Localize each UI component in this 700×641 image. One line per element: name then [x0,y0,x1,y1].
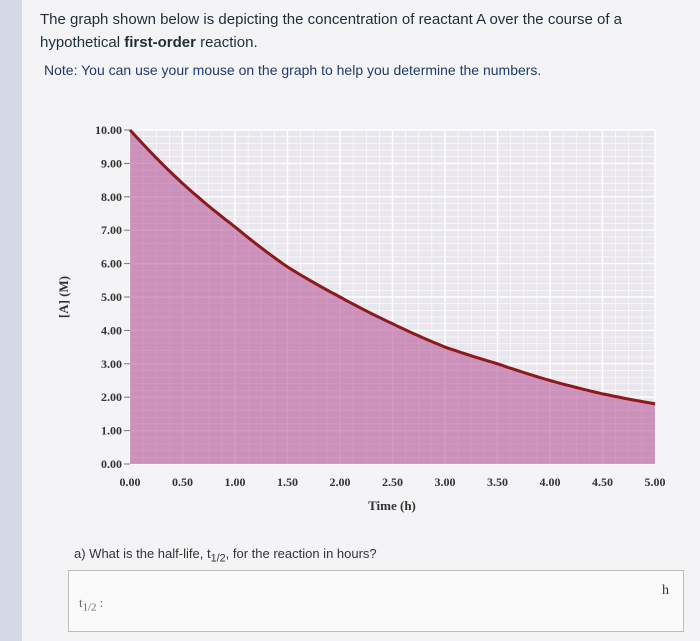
y-tick-label: 8.00 [101,190,122,204]
y-tick-label: 0.00 [101,457,122,471]
part-a-prefix: a) What is the half-life, t [74,546,211,561]
answer-label-t: t [79,595,83,610]
x-tick-label: 1.00 [225,475,246,489]
y-tick-label: 1.00 [101,424,122,438]
concentration-curve[interactable] [128,128,656,406]
y-tick-label: 9.00 [101,156,122,170]
x-tick-label: 2.50 [382,475,403,489]
x-axis-title: Time (h) [368,498,416,513]
y-axis-title: [A] (M) [56,276,71,318]
x-tick-label: 4.50 [592,475,613,489]
x-tick-label: 3.50 [487,475,508,489]
question-bold: first-order [124,34,196,51]
y-tick-label: 4.00 [101,323,122,337]
part-a-question: a) What is the half-life, t1/2, for the … [74,546,377,565]
question-note: Note: You can use your mouse on the grap… [44,62,542,78]
answer-box: t1/2 : h [68,570,684,632]
concentration-chart[interactable]: 0.00 1.00 2.00 3.00 4.00 5.00 6.00 7.00 8.00 9.00… [40,110,700,530]
x-tick-label: 4.00 [540,475,561,489]
y-tick-label: 5.00 [101,290,122,304]
part-a-sub: 1/2 [210,552,226,565]
answer-label-sub: 1/2 [82,601,97,614]
y-tick-label: 3.00 [101,357,122,371]
question-text: The graph shown below is depicting the c… [40,8,680,54]
answer-label: t1/2 : [79,595,103,614]
y-tick-label: 2.00 [101,390,122,404]
x-tick-label: 2.00 [330,475,351,489]
x-tick-label: 5.00 [645,475,666,489]
question-line-before: The graph shown below is depicting the c… [40,11,623,51]
answer-label-suffix: : [96,595,104,610]
part-a-suffix: , for the reaction in hours? [225,546,377,561]
left-strip [0,0,22,641]
x-tick-label: 1.50 [277,475,298,489]
answer-unit: h [662,583,669,598]
x-tick-label: 3.00 [435,475,456,489]
x-tick-label: 0.50 [172,475,193,489]
question-line-after: reaction. [195,34,258,51]
y-tick-label: 7.00 [101,223,122,237]
y-tick-label: 10.00 [95,123,122,137]
half-life-input[interactable] [117,589,601,617]
x-tick-label: 0.00 [120,475,141,489]
y-tick-label: 6.00 [101,257,122,271]
area-fill [130,130,655,464]
y-axis-ticks: 0.00 1.00 2.00 3.00 4.00 5.00 6.00 7.00 8.00 9.00… [95,123,130,471]
x-axis-ticks: 0.00 0.50 1.00 1.50 2.00 2.50 3.00 3.50 4.00 4.50… [120,475,666,489]
